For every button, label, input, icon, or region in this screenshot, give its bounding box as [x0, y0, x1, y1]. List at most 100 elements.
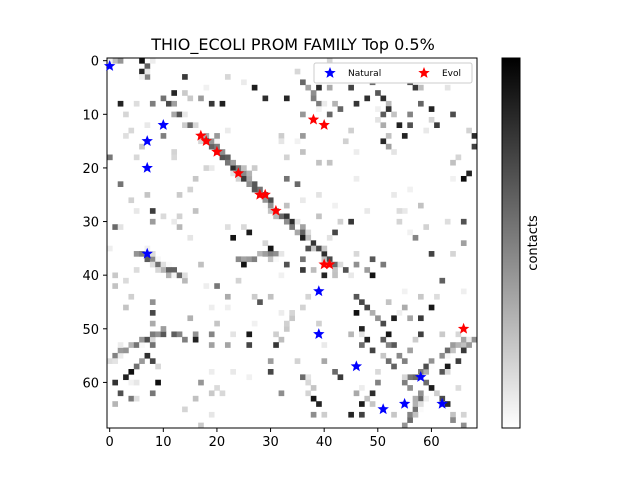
heatmap-cell [466, 342, 472, 348]
legend-evol-marker [418, 67, 430, 78]
heatmap-cell [133, 342, 140, 348]
heatmap-cell [278, 213, 285, 220]
heatmap-cell [219, 154, 226, 161]
heatmap-cell [246, 256, 253, 263]
heatmap-cell [198, 138, 204, 145]
heatmap-cell [418, 202, 424, 209]
heatmap-cell [241, 165, 247, 171]
evol-point [270, 204, 282, 216]
heatmap-cell [455, 385, 462, 391]
evol-point [259, 188, 271, 200]
heatmap-cell [117, 352, 124, 359]
heatmap-cell [192, 208, 199, 214]
heatmap-cell [241, 256, 247, 263]
natural-point [103, 60, 116, 71]
heatmap-cell [439, 352, 446, 359]
contact-heatmap [107, 58, 478, 429]
legend-box [313, 62, 473, 84]
heatmap-cell [305, 84, 312, 91]
heatmap-cell [123, 304, 129, 311]
heatmap-cell [407, 374, 413, 381]
heatmap-cell [471, 133, 478, 139]
heatmap-cell [241, 224, 247, 230]
x-tick-label: 40 [316, 435, 333, 450]
heatmap-cell [160, 213, 167, 220]
heatmap-cell [144, 192, 151, 198]
heatmap-cell [310, 385, 317, 391]
heatmap-cell [407, 347, 413, 354]
heatmap-cell [369, 401, 376, 407]
heatmap-cell [241, 170, 247, 177]
heatmap-cell [385, 100, 392, 107]
heatmap-cell [391, 363, 397, 370]
heatmap-cell [192, 175, 199, 182]
heatmap-cell [450, 111, 456, 118]
heatmap-cell [182, 74, 188, 80]
heatmap-cell [149, 208, 156, 214]
heatmap-cell [380, 336, 387, 343]
heatmap-cell [364, 267, 371, 273]
heatmap-cell [278, 138, 285, 145]
heatmap-cell [262, 251, 269, 257]
heatmap-cell [117, 181, 124, 187]
heatmap-cell [112, 358, 119, 364]
heatmap-cell [203, 165, 210, 171]
heatmap-cell [310, 95, 317, 102]
heatmap-cell [176, 272, 183, 279]
heatmap-cell [251, 181, 258, 187]
heatmap-cell [326, 84, 333, 91]
heatmap-cell [133, 154, 140, 161]
evol-point [457, 322, 470, 334]
heatmap-cell [208, 411, 215, 418]
heatmap-cell [149, 310, 156, 316]
heatmap-cell [117, 100, 124, 107]
heatmap-cell [460, 175, 467, 182]
heatmap-cell [246, 331, 253, 338]
heatmap-cell [117, 58, 124, 64]
heatmap-cell [450, 159, 456, 166]
heatmap-cell [337, 106, 344, 112]
x-tick-label: 0 [106, 435, 114, 450]
heatmap-cell [428, 385, 435, 391]
heatmap-cell [396, 310, 403, 316]
heatmap-cell [418, 293, 424, 300]
heatmap-cell [385, 143, 392, 150]
heatmap-cell [348, 218, 354, 225]
heatmap-cell [353, 310, 360, 316]
heatmap-cell [208, 138, 215, 145]
heatmap-cell [401, 358, 408, 364]
heatmap-cell [235, 277, 242, 284]
heatmap-cell [198, 422, 204, 429]
heatmap-cell [369, 310, 376, 316]
heatmap-cell [230, 331, 236, 338]
heatmap-cell [305, 234, 312, 241]
heatmap-cell [187, 315, 194, 322]
heatmap-cell [348, 84, 354, 91]
heatmap-cell [278, 310, 285, 316]
heatmap-cell [139, 58, 145, 64]
heatmap-cell [107, 154, 113, 161]
heatmap-cell [144, 122, 151, 129]
heatmap-cell [230, 165, 236, 171]
heatmap-cell [246, 374, 253, 381]
heatmap-cell [444, 401, 451, 407]
y-tick-label: 10 [82, 108, 99, 123]
y-tick-label: 20 [82, 162, 99, 177]
heatmap-cell [348, 411, 354, 418]
heatmap-cell [401, 133, 408, 139]
heatmap-cell [460, 422, 467, 429]
heatmap-cell [214, 283, 220, 289]
heatmap-cell [224, 154, 231, 161]
evol-point [318, 119, 330, 130]
x-tick-label: 10 [155, 435, 172, 450]
heatmap-cell [321, 411, 328, 418]
heatmap-cell [219, 390, 226, 397]
heatmap-cell [460, 218, 467, 225]
heatmap-cell [208, 143, 215, 150]
heatmap-cell [160, 326, 167, 332]
heatmap-cell [332, 267, 338, 273]
heatmap-cell [326, 111, 333, 118]
evol-point [232, 167, 245, 179]
heatmap-cell [353, 390, 360, 397]
heatmap-cell [149, 299, 156, 305]
